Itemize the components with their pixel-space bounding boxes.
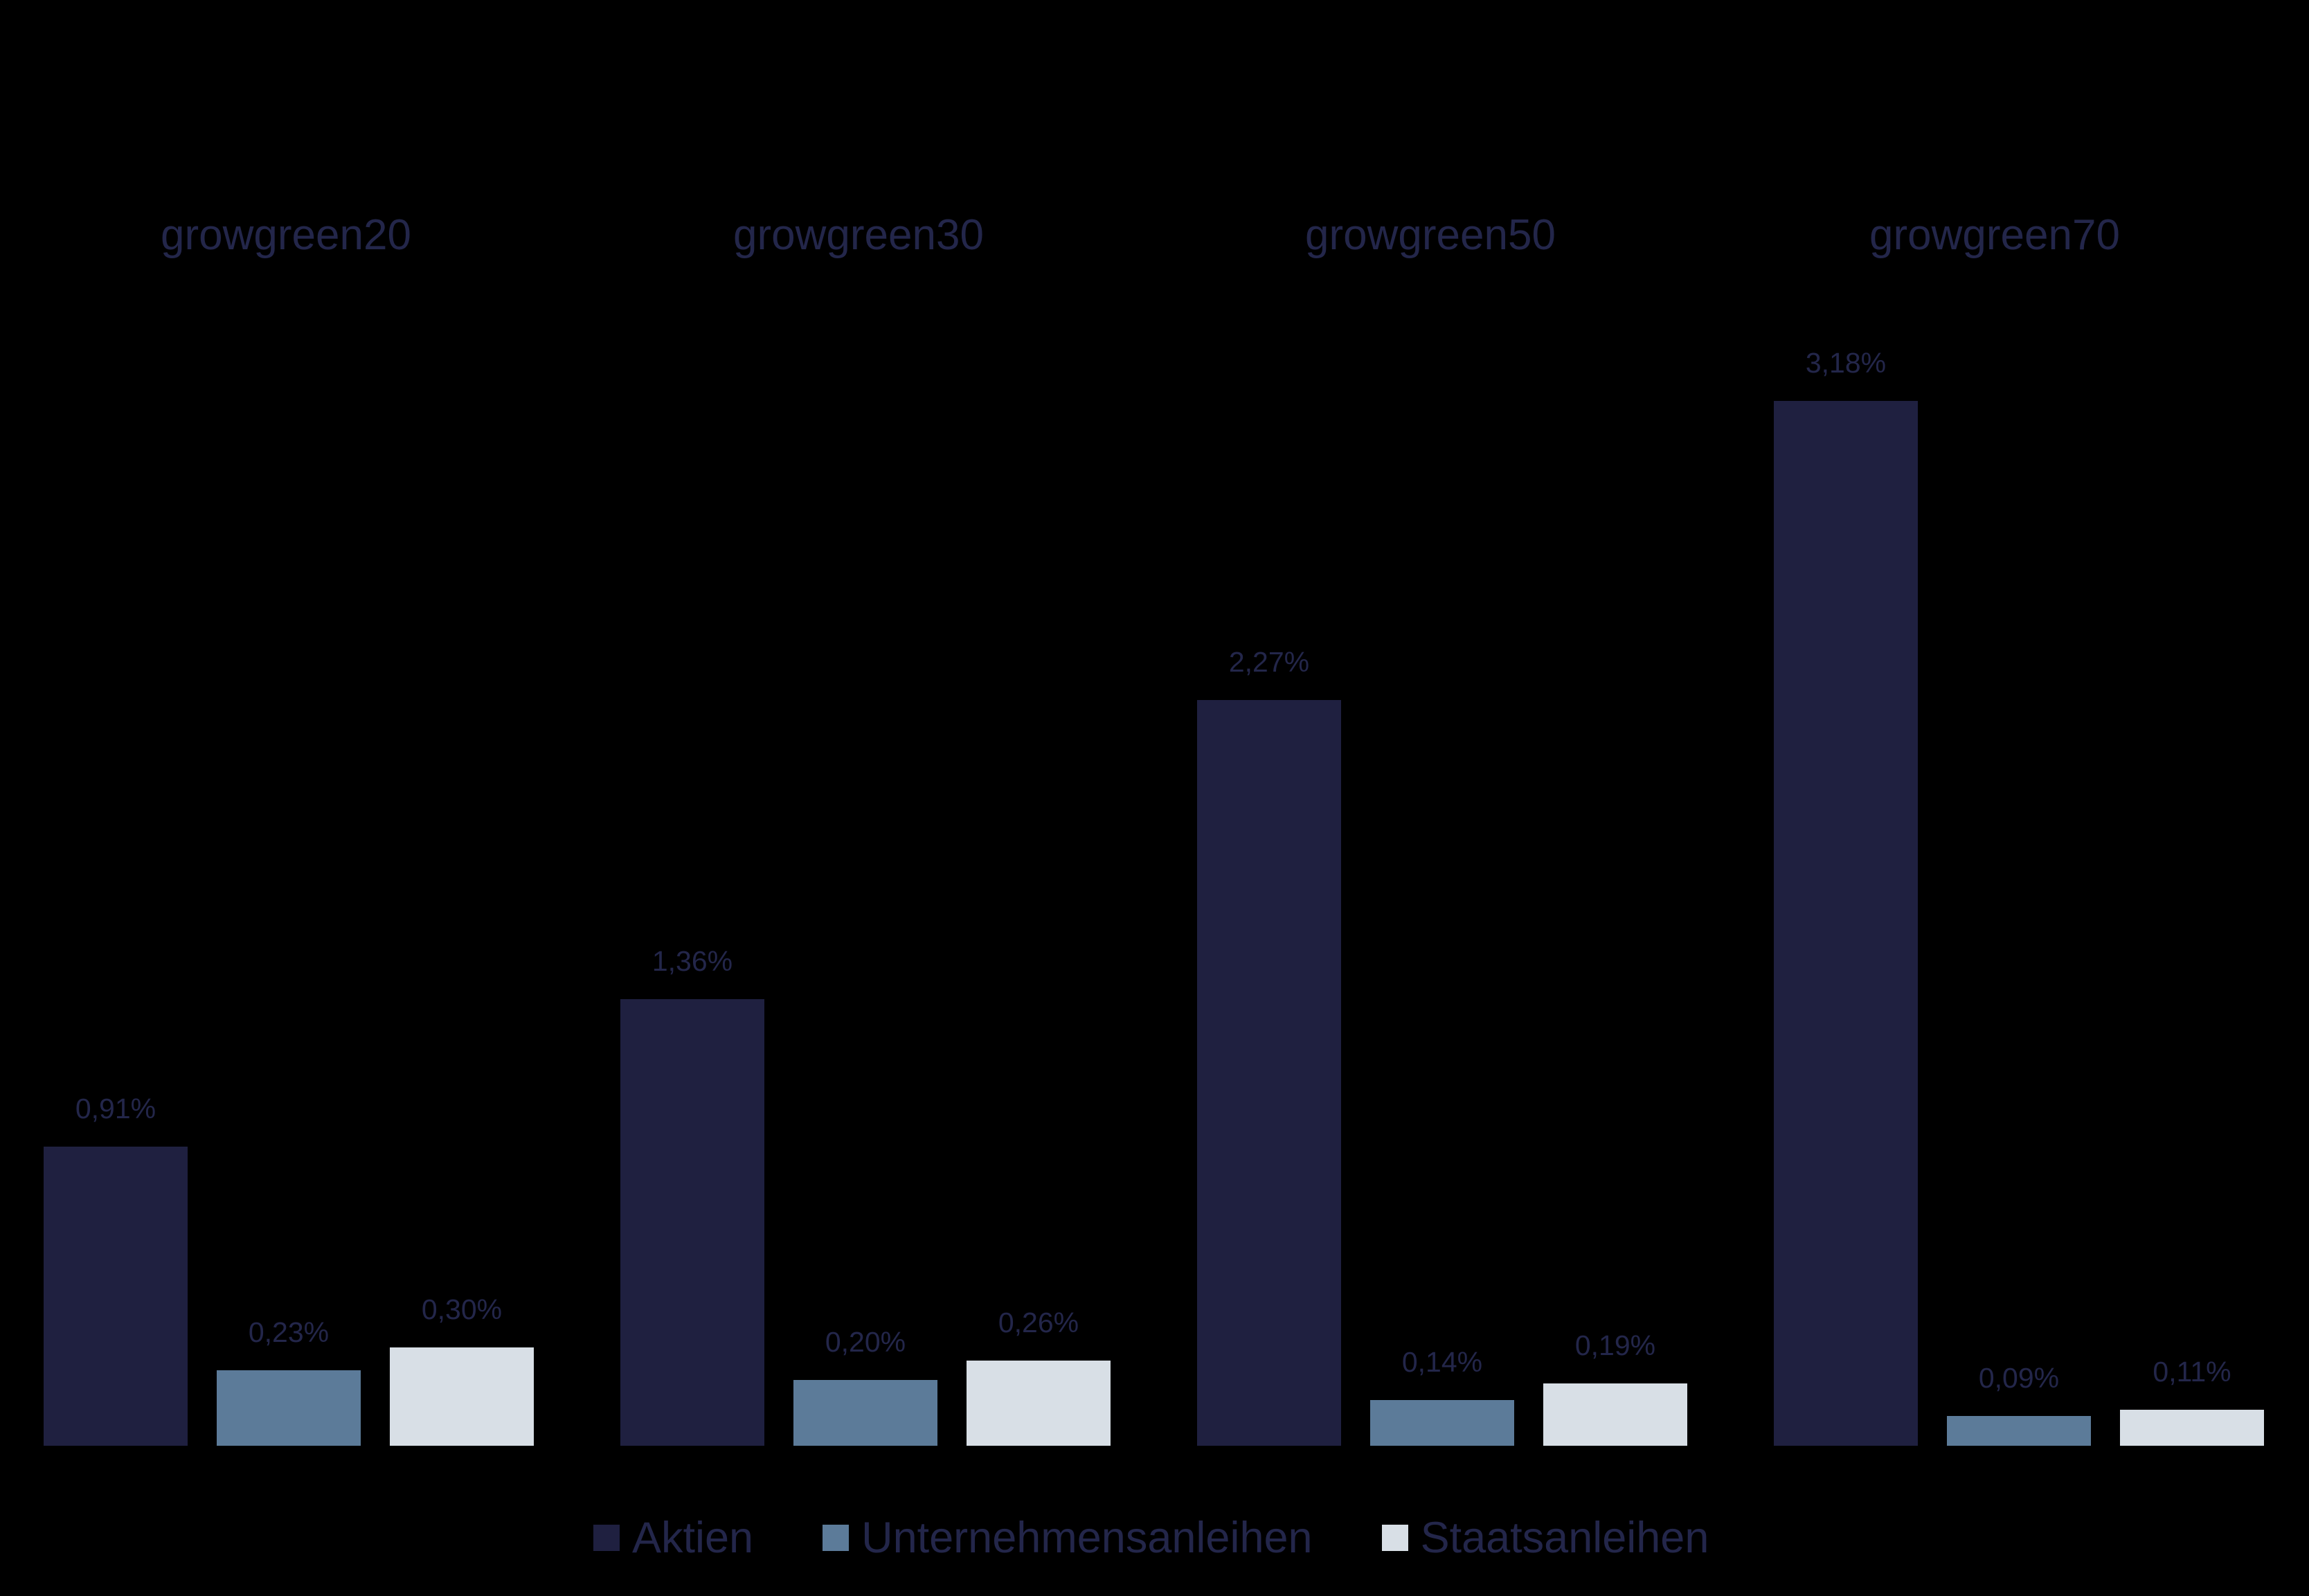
bar-value-label: 0,11% (2153, 1356, 2231, 1388)
bar-aktien (1197, 700, 1341, 1446)
bar-staatsanleihen (967, 1361, 1111, 1446)
bar-value-label: 0,19% (1574, 1329, 1656, 1361)
legend-label: Aktien (632, 1514, 754, 1562)
bar-aktien (44, 1147, 188, 1446)
bar-value-label: 0,20% (825, 1326, 906, 1358)
bar-value-label: 0,91% (75, 1093, 156, 1124)
bar-unternehmensanleihen (217, 1370, 361, 1446)
bar-value-label: 0,26% (998, 1307, 1079, 1338)
legend-item-aktien: Aktien (593, 1514, 753, 1562)
legend-label: Unternehmensanleihen (861, 1514, 1313, 1562)
bar-aktien (620, 999, 764, 1446)
bar-staatsanleihen (2120, 1410, 2264, 1446)
bar-value-label: 0,14% (1401, 1346, 1483, 1378)
bar-value-label: 0,30% (421, 1293, 503, 1325)
bar-value-label: 0,09% (1978, 1362, 2060, 1394)
legend-swatch-icon (593, 1525, 620, 1551)
bar-value-label: 2,27% (1228, 646, 1310, 678)
legend-item-unternehmensanleihen: Unternehmensanleihen (823, 1514, 1313, 1562)
legend-swatch-icon (1381, 1525, 1408, 1551)
bar-aktien (1774, 401, 1918, 1446)
bar-unternehmensanleihen (1947, 1416, 2091, 1446)
bar-value-label: 3,18% (1805, 347, 1887, 379)
group-title: growgreen20 (161, 211, 411, 259)
bar-unternehmensanleihen (793, 1380, 937, 1446)
group-title: growgreen30 (733, 211, 984, 259)
legend-swatch-icon (823, 1525, 850, 1551)
group-title: growgreen70 (1869, 211, 2120, 259)
group-title: growgreen50 (1305, 211, 1556, 259)
legend-item-staatsanleihen: Staatsanleihen (1381, 1514, 1709, 1562)
legend-label: Staatsanleihen (1420, 1514, 1709, 1562)
bar-unternehmensanleihen (1370, 1400, 1514, 1446)
legend: Aktien Unternehmensanleihen Staatsanleih… (593, 1514, 1709, 1562)
bar-staatsanleihen (1543, 1383, 1687, 1446)
bar-value-label: 0,23% (248, 1316, 330, 1348)
bar-value-label: 1,36% (652, 945, 733, 977)
bar-staatsanleihen (390, 1347, 534, 1446)
